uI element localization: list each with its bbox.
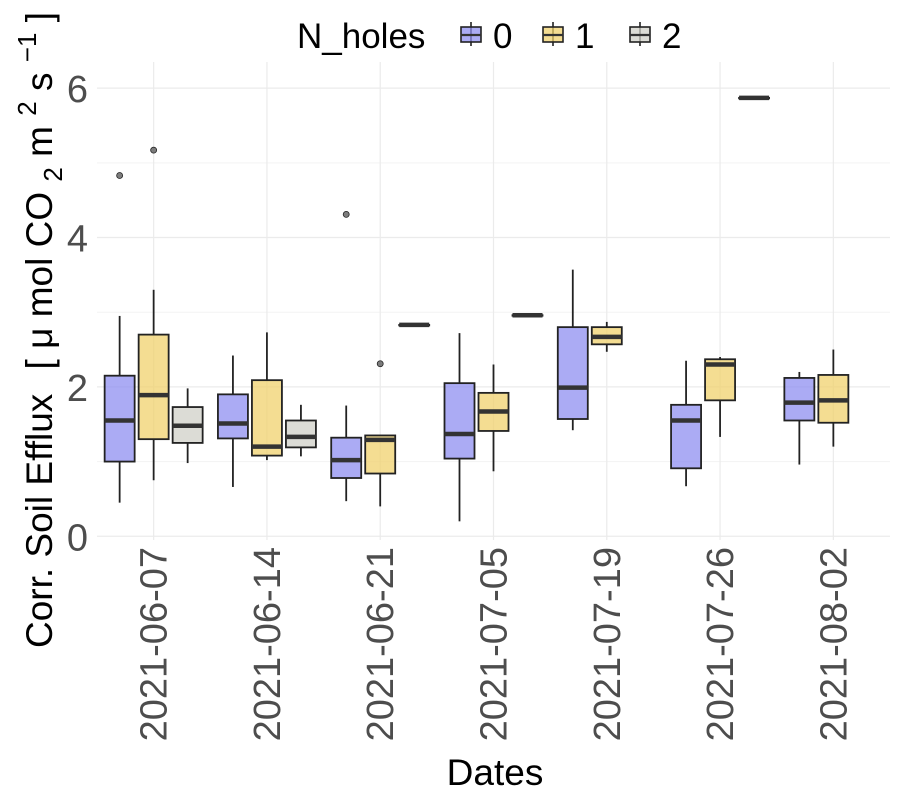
y-tick-label: 6	[67, 69, 88, 111]
box-1-2021-06-21	[364, 360, 397, 507]
y-axis-title-sup2: 2	[12, 101, 42, 115]
box-0-2021-07-26	[670, 360, 702, 487]
box-layer	[103, 95, 850, 522]
box-2-2021-07-05	[511, 312, 544, 318]
x-tick-label: 2021-07-05	[474, 547, 516, 741]
y-tick-label: 0	[67, 517, 88, 559]
box-body	[217, 393, 249, 440]
outlier-point	[150, 146, 158, 154]
box-0-2021-06-21	[330, 210, 363, 502]
y-axis-title-sub2: 2	[38, 167, 68, 181]
legend-key-1	[542, 22, 564, 46]
x-tick-label: 2021-06-14	[247, 547, 289, 741]
box-2-2021-06-07	[171, 388, 204, 464]
y-axis-title-mu: μ	[19, 328, 60, 349]
box-1-2021-07-05	[477, 364, 510, 472]
box-0-2021-08-02	[783, 371, 816, 465]
legend-label-1: 1	[575, 17, 594, 56]
y-axis-title-m: m	[19, 126, 60, 157]
outlier-point	[376, 360, 384, 368]
box-0-2021-06-07	[103, 172, 136, 503]
box-body	[285, 419, 317, 449]
y-tick-labels: 0 2 4 6	[67, 69, 88, 559]
y-axis-title-mol: mol CO	[19, 192, 60, 317]
y-axis-title-main: Corr. Soil Efflux	[19, 393, 60, 648]
legend-label-2: 2	[662, 17, 681, 56]
y-axis-title-open: [	[19, 359, 60, 369]
box-body	[443, 382, 476, 460]
x-tick-labels: 2021-06-07 2021-06-14 2021-06-21 2021-07-05…	[134, 547, 856, 741]
grid	[97, 62, 890, 540]
outlier-point	[116, 172, 124, 179]
box-1-2021-08-02	[817, 349, 850, 447]
box-1-2021-07-19	[590, 321, 623, 352]
x-tick-label: 2021-07-19	[587, 547, 629, 741]
y-axis-title-s: s	[19, 72, 60, 91]
outlier-point	[342, 210, 350, 218]
legend-label-0: 0	[493, 17, 512, 56]
box-body	[556, 326, 589, 420]
box-2-2021-06-21	[398, 322, 431, 328]
y-axis-title-supneg1: −1	[12, 33, 42, 63]
box-1-2021-07-26	[704, 357, 736, 437]
legend-key-0	[460, 22, 482, 46]
y-axis-title-close: ]	[19, 12, 60, 22]
box-0-2021-06-14	[217, 355, 249, 487]
y-tick-label: 4	[67, 219, 88, 261]
x-tick-label: 2021-08-02	[813, 547, 855, 741]
box-0-2021-07-05	[443, 333, 476, 522]
box-1-2021-06-07	[137, 146, 170, 481]
x-tick-label: 2021-06-21	[360, 547, 402, 741]
box-body	[783, 377, 816, 422]
x-axis-title: Dates	[447, 752, 544, 793]
box-1-2021-06-14	[251, 332, 283, 461]
box-body	[251, 379, 283, 457]
y-tick-label: 2	[67, 368, 88, 410]
x-tick-label: 2021-07-26	[700, 547, 742, 741]
legend: N_holes 0 1 2	[297, 17, 681, 56]
y-axis-title: Corr. Soil Efflux [ μ mol CO 2 m 2 s −1 …	[3, 12, 70, 648]
box-body	[670, 403, 702, 470]
box-2-2021-07-26	[738, 95, 770, 101]
x-tick-label: 2021-06-07	[134, 547, 176, 741]
box-0-2021-07-19	[556, 269, 589, 431]
legend-title: N_holes	[297, 17, 425, 56]
box-2-2021-06-14	[285, 404, 317, 457]
box-body	[137, 333, 170, 441]
legend-key-2	[629, 22, 651, 46]
